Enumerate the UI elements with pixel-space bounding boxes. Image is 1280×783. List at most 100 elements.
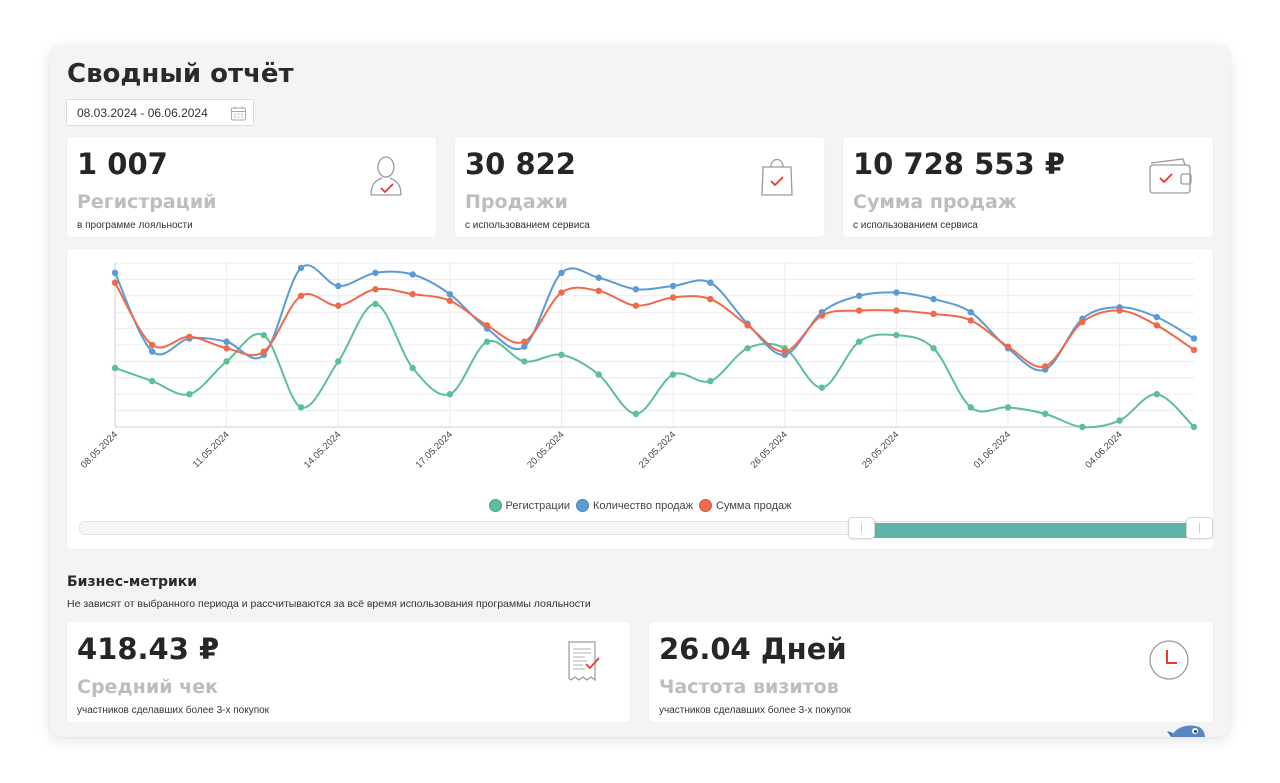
- data-point: [111, 269, 119, 277]
- wallet-check-icon: [1147, 155, 1195, 202]
- legend-item-sales-sum[interactable]: Сумма продаж: [699, 499, 791, 512]
- data-point: [707, 279, 714, 286]
- data-point: [930, 310, 937, 318]
- data-point: [632, 302, 640, 309]
- page-title: Сводный отчёт: [67, 59, 294, 89]
- date-range-value: 08.03.2024 - 06.06.2024: [77, 105, 208, 120]
- data-point: [967, 309, 974, 316]
- shopping-bag-check-icon: [757, 153, 797, 204]
- data-point: [149, 341, 156, 349]
- data-point: [595, 371, 602, 378]
- legend-item-registrations[interactable]: Регистрации: [488, 499, 571, 512]
- data-point: [744, 322, 751, 329]
- data-point: [1079, 318, 1086, 326]
- mascot-fish-icon[interactable]: [1167, 719, 1207, 737]
- chart-legend: Регистрации Количество продаж Сумма прод…: [67, 499, 1213, 512]
- legend-label: Регистрации: [505, 499, 571, 512]
- x-tick-label: 20.05.2024: [525, 429, 566, 470]
- legend-item-sales-count[interactable]: Количество продаж: [576, 499, 693, 512]
- report-panel: Сводный отчёт 08.03.2024 - 06.06.2024 1 …: [49, 45, 1230, 737]
- data-point: [446, 290, 454, 298]
- data-point: [223, 338, 230, 345]
- chart-card: 08.05.2024 11.05.2024 14.05.2024 17.05.2024…: [67, 249, 1213, 549]
- x-tick-label: 11.05.2024: [191, 429, 232, 470]
- receipt-check-icon: [565, 638, 605, 689]
- data-point: [967, 404, 974, 411]
- data-point: [855, 307, 863, 314]
- data-point: [1079, 423, 1086, 431]
- series-line: [114, 264, 1195, 372]
- metric-label: Частота визитов: [659, 676, 839, 698]
- data-point: [409, 271, 416, 278]
- range-slider-selection[interactable]: [861, 523, 1201, 538]
- kpi-sub: с использованием сервиса: [465, 220, 590, 231]
- data-point: [1190, 346, 1198, 354]
- data-point: [111, 279, 119, 286]
- kpi-label: Регистраций: [77, 191, 217, 213]
- data-point: [446, 391, 454, 398]
- data-point: [372, 300, 379, 308]
- data-point: [1153, 391, 1160, 398]
- kpi-value: 10 728 553 ₽: [853, 147, 1065, 181]
- data-point: [669, 294, 677, 301]
- data-point: [1153, 313, 1160, 321]
- user-check-icon: [367, 153, 413, 204]
- data-point: [297, 404, 305, 411]
- kpi-card-registrations: 1 007 Регистраций в программе лояльности: [67, 137, 436, 237]
- chart-x-ticks: 08.05.2024 11.05.2024 14.05.2024 17.05.2024…: [79, 429, 1125, 470]
- data-point: [372, 269, 379, 277]
- data-point: [707, 295, 714, 303]
- data-point: [558, 351, 565, 359]
- data-point: [930, 345, 937, 352]
- data-point: [669, 371, 677, 378]
- data-point: [446, 297, 454, 304]
- data-point: [335, 302, 342, 309]
- data-point: [223, 345, 230, 352]
- data-point: [149, 377, 156, 385]
- data-point: [372, 286, 379, 293]
- data-point: [223, 358, 230, 365]
- metric-value: 418.43 ₽: [77, 632, 220, 666]
- data-point: [595, 287, 602, 295]
- data-point: [744, 345, 751, 352]
- kpi-card-sales: 30 822 Продажи с использованием сервиса: [455, 137, 824, 237]
- data-point: [186, 333, 193, 340]
- data-point: [893, 331, 900, 339]
- data-point: [297, 292, 305, 299]
- x-tick-label: 29.05.2024: [860, 429, 901, 470]
- data-point: [781, 348, 788, 355]
- data-point: [967, 317, 974, 324]
- x-tick-label: 01.06.2024: [972, 429, 1013, 470]
- data-point: [521, 338, 528, 345]
- data-point: [483, 322, 491, 329]
- metric-card-average-check: 418.43 ₽ Средний чек участников сделавши…: [67, 622, 630, 722]
- range-slider-handle-start[interactable]: [848, 517, 876, 539]
- data-point: [409, 290, 416, 298]
- kpi-sub: с использованием сервиса: [853, 220, 978, 231]
- data-point: [335, 282, 342, 290]
- legend-dot: [488, 499, 502, 512]
- date-range-picker[interactable]: 08.03.2024 - 06.06.2024: [66, 99, 254, 126]
- calendar-icon[interactable]: [230, 105, 247, 125]
- x-tick-label: 17.05.2024: [414, 429, 455, 470]
- data-point: [111, 364, 119, 372]
- data-point: [930, 295, 937, 303]
- legend-dot: [699, 499, 712, 512]
- range-slider-handle-end[interactable]: [1186, 517, 1213, 539]
- legend-dot: [576, 499, 590, 512]
- kpi-label: Сумма продаж: [853, 191, 1017, 213]
- x-tick-label: 23.05.2024: [637, 429, 678, 470]
- data-point: [818, 312, 826, 319]
- series-line: [114, 303, 1195, 429]
- data-point: [186, 391, 193, 398]
- data-point: [707, 377, 714, 385]
- x-tick-label: 04.06.2024: [1083, 429, 1124, 470]
- x-tick-label: 08.05.2024: [79, 429, 120, 470]
- data-point: [893, 307, 900, 314]
- data-point: [521, 343, 528, 350]
- data-point: [669, 282, 677, 290]
- data-point: [149, 348, 156, 355]
- data-point: [595, 274, 602, 281]
- data-point: [1116, 307, 1123, 314]
- data-point: [558, 289, 565, 296]
